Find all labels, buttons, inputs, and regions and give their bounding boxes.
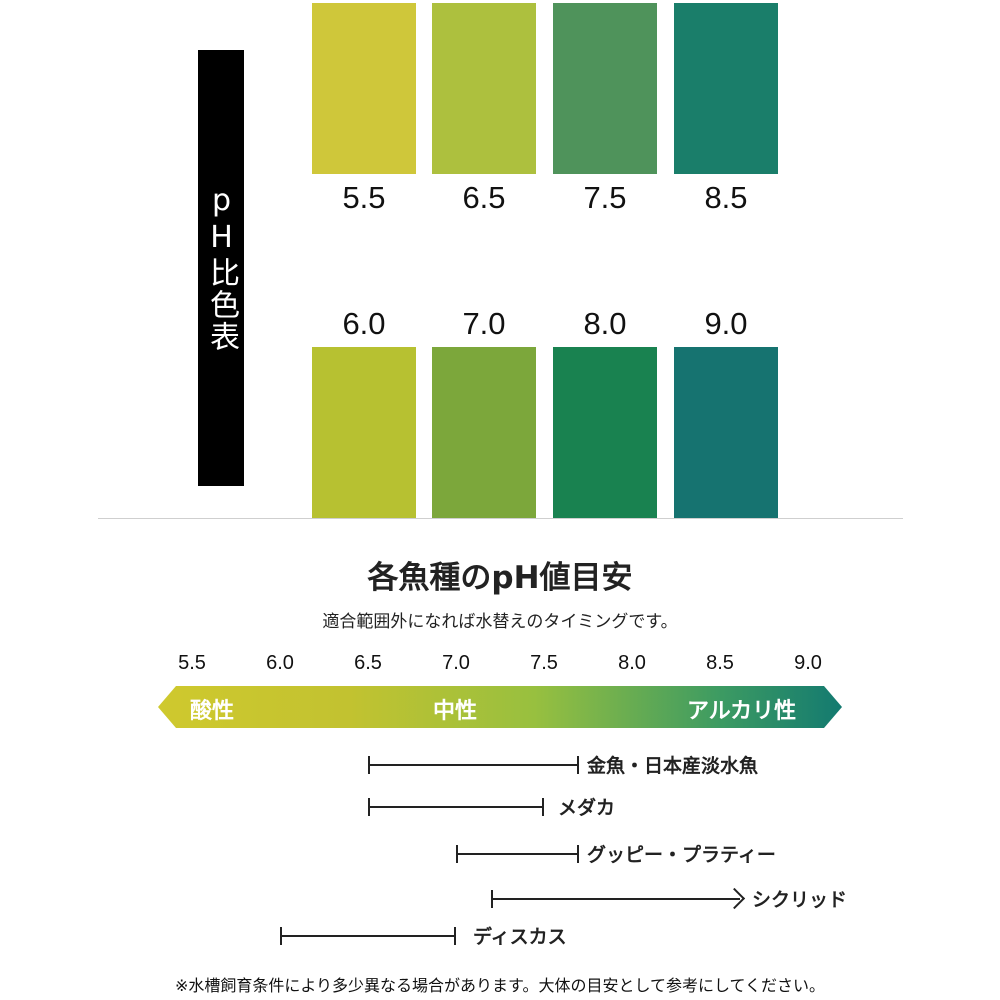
- swatch-ph-7.0: [432, 347, 536, 518]
- swatch-label-5.5: 5.5: [342, 180, 386, 215]
- ph-chart-vertical-label: pH比色表: [198, 50, 244, 486]
- range-cap-left: [368, 798, 370, 816]
- swatch-label-8.0: 8.0: [583, 306, 627, 341]
- swatch-ph-8.5: [674, 3, 778, 174]
- range-label-medaka: メダカ: [558, 797, 616, 819]
- range-bar-cichlid: [491, 887, 746, 910]
- tick-label: 8.5: [706, 652, 734, 674]
- range-cap-left: [456, 845, 458, 863]
- tick-label: 7.0: [442, 652, 470, 674]
- section-title: 各魚種のpH値目安: [367, 560, 633, 596]
- acid-label: 酸性: [190, 699, 235, 724]
- section-subtitle: 適合範囲外になれば水替えのタイミングです。: [322, 612, 678, 632]
- range-bar-discus: [280, 927, 456, 945]
- swatch-label-6.5: 6.5: [462, 180, 506, 215]
- range-cap-right: [542, 798, 544, 816]
- tick-label: 7.5: [530, 652, 558, 674]
- range-label-guppy-platy: グッピー・プラティー: [587, 844, 776, 866]
- range-cap-right: [577, 756, 580, 774]
- swatch-ph-8.0: [553, 347, 657, 518]
- range-cap-left: [491, 890, 494, 908]
- swatch-ph-9.0: [674, 347, 778, 518]
- swatch-ph-5.5: [312, 3, 416, 174]
- alkaline-label: アルカリ性: [687, 699, 797, 724]
- range-cap-left: [368, 756, 370, 774]
- footnote: ※水槽飼育条件により多少異なる場合があります。大体の目安として参考にしてください…: [174, 976, 826, 995]
- tick-label: 5.5: [178, 652, 206, 674]
- swatch-label-9.0: 9.0: [704, 306, 748, 341]
- range-label-cichlid: シクリッド: [752, 889, 848, 911]
- tick-label: 8.0: [618, 652, 646, 674]
- range-arrowhead: [723, 887, 746, 910]
- tick-label: 6.5: [354, 652, 382, 674]
- neutral-label: 中性: [433, 699, 478, 724]
- swatch-label-7.0: 7.0: [462, 306, 506, 341]
- range-label-discus: ディスカス: [473, 926, 567, 948]
- range-bar-medaka: [368, 798, 544, 816]
- swatch-ph-6.5: [432, 3, 536, 174]
- ph-gradient-scale: [158, 686, 842, 728]
- tick-label: 9.0: [794, 652, 822, 674]
- range-bar-guppy-platy: [456, 845, 580, 863]
- swatch-ph-7.5: [553, 3, 657, 174]
- range-cap-left: [280, 927, 282, 945]
- range-cap-right: [577, 845, 580, 863]
- section-divider: [98, 518, 903, 519]
- swatch-label-6.0: 6.0: [342, 306, 386, 341]
- tick-label: 6.0: [266, 652, 294, 674]
- ph-chart-label-text: pH比色表: [204, 183, 239, 353]
- range-cap-right: [454, 927, 456, 945]
- swatch-label-8.5: 8.5: [704, 180, 748, 215]
- swatch-label-7.5: 7.5: [583, 180, 627, 215]
- swatch-ph-6.0: [312, 347, 416, 518]
- range-label-goldfish: 金魚・日本産淡水魚: [587, 755, 759, 777]
- range-bar-goldfish: [368, 756, 580, 774]
